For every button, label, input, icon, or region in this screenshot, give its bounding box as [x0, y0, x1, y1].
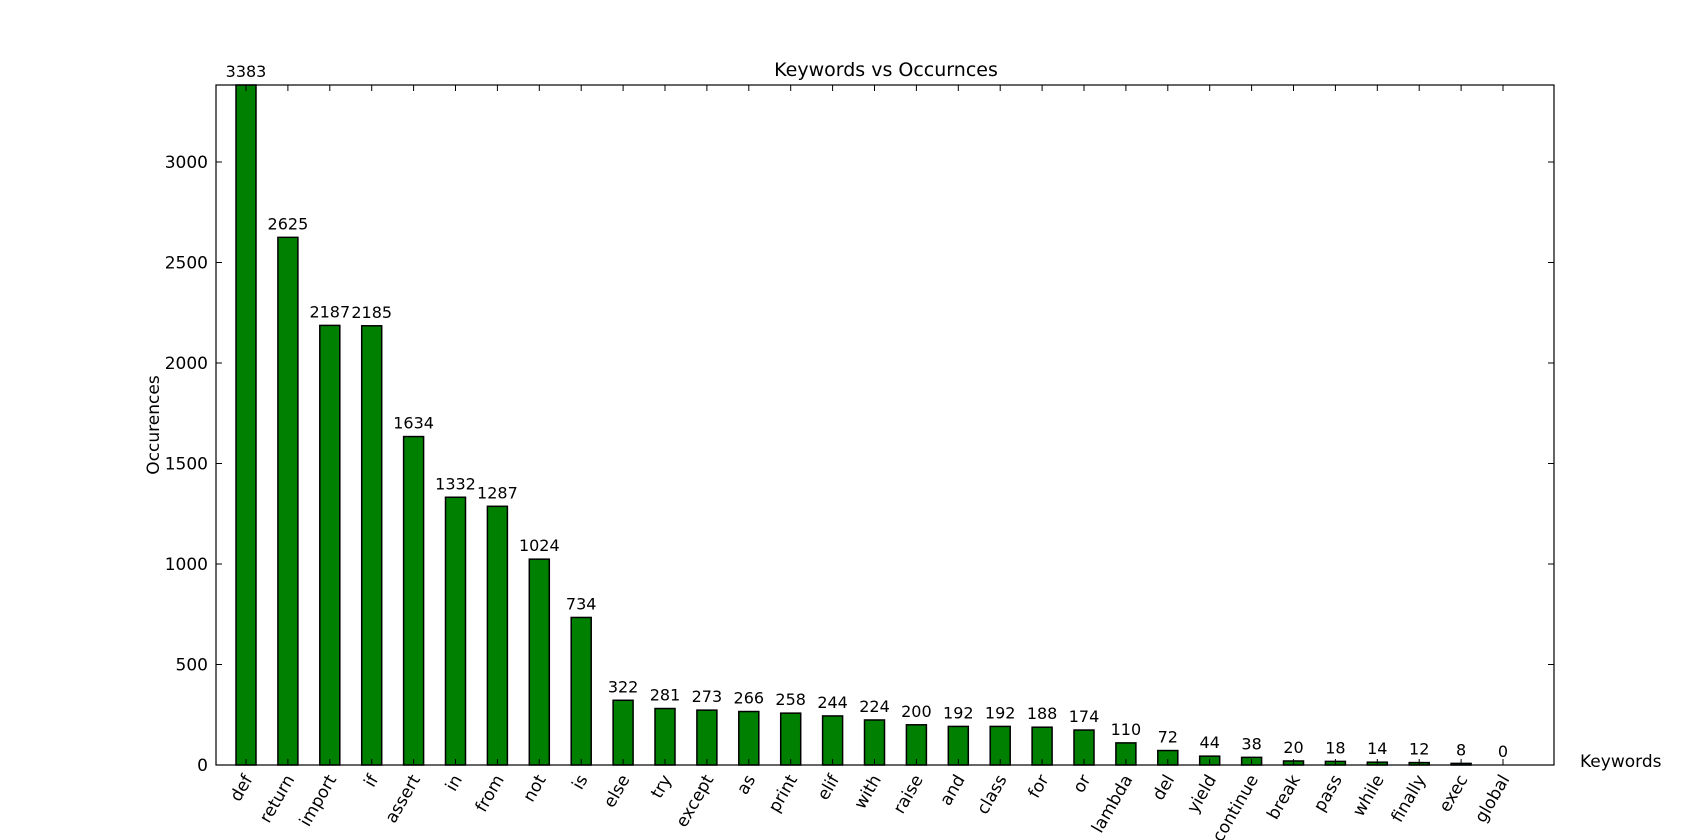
bar-is [570, 616, 592, 766]
data-label-for: 188 [1027, 704, 1058, 723]
data-label-assert: 1634 [393, 414, 434, 433]
x-tick-label-for: for [1024, 771, 1053, 801]
x-tick-label-and: and [936, 772, 969, 810]
x-tick-label-finally: finally [1387, 772, 1430, 827]
data-label-import: 2187 [309, 302, 350, 321]
bar-in [444, 496, 467, 766]
data-label-try: 281 [650, 686, 681, 705]
x-tick-label-try: try [647, 772, 676, 803]
data-label-not: 1024 [519, 536, 560, 555]
x-tick-label-else: else [600, 772, 635, 812]
x-tick-label-pass: pass [1310, 771, 1347, 815]
data-label-else: 322 [608, 677, 639, 696]
x-tick-label-class: class [973, 771, 1011, 818]
data-label-lambda: 110 [1111, 720, 1142, 739]
x-tick-label-lambda: lambda [1088, 772, 1137, 837]
x-tick-label-is: is [568, 771, 592, 793]
bar-if [360, 325, 383, 766]
y-tick-label: 2500 [165, 253, 208, 273]
data-label-exec: 8 [1456, 740, 1466, 759]
bar-from [486, 505, 509, 766]
x-tick-label-def: def [226, 771, 257, 805]
y-tick-label: 3000 [165, 153, 208, 173]
data-label-and: 192 [943, 703, 974, 722]
bars-layer: 3383 2625 2187 2185 1634 1332 1287 1024 734 322 28… [226, 62, 1508, 766]
data-label-is: 734 [566, 594, 597, 613]
x-tick-label-or: or [1069, 771, 1095, 796]
y-tick-label: 0 [197, 756, 208, 776]
x-tick-label-if: if [360, 771, 383, 791]
x-tick-label-while: while [1349, 772, 1389, 821]
data-label-def: 3383 [226, 62, 267, 81]
bar-with [863, 719, 886, 766]
bar-assert [402, 435, 425, 766]
y-axis-label: Occurences [144, 375, 164, 475]
data-label-class: 192 [985, 703, 1016, 722]
data-label-yield: 44 [1200, 733, 1220, 752]
bar-def [235, 84, 257, 766]
data-label-or: 174 [1069, 707, 1100, 726]
x-tick-label-from: from [472, 772, 509, 816]
bar-elif [821, 715, 844, 766]
y-tick-label: 1000 [165, 555, 208, 575]
bar-print [779, 712, 802, 766]
data-label-except: 273 [692, 687, 723, 706]
y-tick-label: 2000 [165, 354, 208, 374]
bar-not [528, 558, 551, 766]
y-tick-label: 1500 [165, 454, 208, 474]
bar-return [277, 236, 299, 766]
data-label-continue: 38 [1241, 734, 1261, 753]
x-tick-label-print: print [765, 771, 802, 816]
x-tick-label-as: as [733, 771, 760, 798]
data-label-del: 72 [1158, 728, 1178, 747]
x-axis-label: Keywords [1580, 752, 1662, 772]
data-label-break: 20 [1283, 738, 1303, 757]
x-tick-label-not: not [519, 771, 550, 805]
data-label-with: 224 [859, 697, 890, 716]
x-tick-label-break: break [1263, 771, 1304, 823]
x-tick-label-except: except [672, 771, 718, 831]
bar-as [738, 710, 760, 766]
x-tick-label-with: with [850, 772, 885, 813]
data-label-from: 1287 [477, 483, 518, 502]
data-label-raise: 200 [901, 702, 932, 721]
data-label-return: 2625 [268, 214, 309, 233]
x-tick-label-yield: yield [1183, 772, 1221, 817]
chart-title: Keywords vs Occurnces [774, 59, 998, 81]
bar-import [319, 324, 341, 766]
plot-frame [215, 84, 1555, 766]
x-tick-label-del: del [1149, 772, 1179, 805]
data-label-if: 2185 [351, 303, 392, 322]
x-tick-label-global: global [1471, 772, 1514, 827]
data-label-elif: 244 [817, 693, 848, 712]
x-tick-label-exec: exec [1435, 772, 1472, 816]
x-tick-label-return: return [256, 772, 299, 827]
y-tick-label: 500 [176, 656, 208, 676]
x-tick-label-raise: raise [890, 772, 928, 818]
data-label-pass: 18 [1325, 738, 1345, 757]
data-label-in: 1332 [435, 474, 476, 493]
x-tick-label-assert: assert [381, 771, 425, 827]
bar-raise [905, 724, 928, 766]
data-label-finally: 12 [1409, 740, 1429, 759]
bar-except [696, 709, 718, 766]
data-label-print: 258 [775, 690, 806, 709]
x-tick-label-in: in [442, 772, 467, 795]
bar-else [612, 699, 634, 766]
x-tick-label-import: import [296, 771, 342, 830]
x-tick-label-elif: elif [814, 771, 845, 804]
data-label-global: 0 [1498, 742, 1508, 761]
data-label-while: 14 [1367, 739, 1387, 758]
data-label-as: 266 [734, 689, 765, 708]
bar-try [654, 707, 676, 766]
